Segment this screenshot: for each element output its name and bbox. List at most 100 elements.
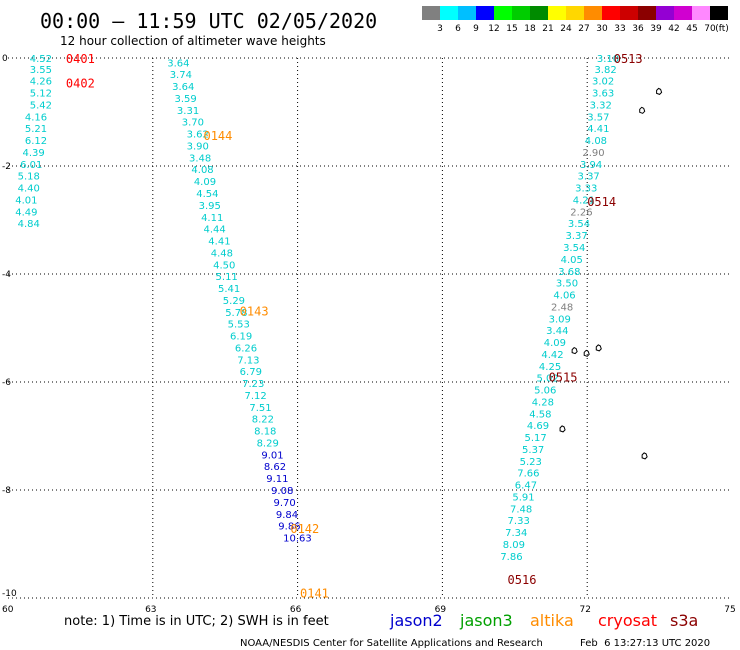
swh-value: 4.01: [15, 195, 37, 206]
swh-value: 3.48: [189, 153, 211, 164]
swh-value: 7.86: [500, 552, 522, 563]
legend-tick-label: 15: [506, 24, 517, 34]
legend-unit: (ft): [715, 24, 729, 34]
legend-swatch: [530, 6, 548, 20]
legend-swatch: [476, 6, 494, 20]
legend-tick-label: 3: [437, 24, 443, 34]
satellite-legend: jason2 jason3 altika cryosat s3a: [389, 611, 698, 630]
legend-tick-label: 12: [488, 24, 499, 34]
pass-label: 0142: [290, 522, 319, 536]
chart-subtitle: 12 hour collection of altimeter wave hei…: [60, 34, 326, 48]
swh-value: 4.48: [211, 248, 233, 259]
swh-value: 10.63: [283, 534, 312, 545]
y-tick-label: -4: [2, 270, 11, 280]
x-tick-label: 69: [435, 605, 447, 615]
land-features: [559, 87, 663, 460]
track-altika: 7.237.127.518.228.188.29: [242, 379, 279, 449]
swh-value: 4.28: [532, 397, 554, 408]
swh-value: 5.78: [225, 308, 247, 319]
swh-value: 7.51: [249, 403, 271, 414]
swh-value: 3.70: [182, 118, 204, 129]
satellite-name: jason2: [389, 611, 443, 630]
swh-value: 7.23: [242, 379, 264, 390]
x-tick-label: 66: [290, 605, 302, 615]
y-tick-label: -10: [2, 589, 17, 599]
swh-value: 8.18: [254, 427, 276, 438]
swh-value: 9.86: [278, 522, 300, 533]
swh-value: 3.50: [556, 279, 578, 290]
legend-tick-label: 27: [578, 24, 589, 34]
swh-value: 4.11: [201, 213, 223, 224]
swh-value: 3.37: [578, 172, 600, 183]
track-cryosat: 4.84: [18, 219, 40, 230]
swh-value: 2.90: [582, 148, 604, 159]
swh-value: 4.69: [527, 421, 549, 432]
swh-value: 3.68: [558, 267, 580, 278]
legend-tick-label: 33: [614, 24, 625, 34]
y-tick-label: -8: [2, 486, 11, 496]
swh-value: 3.64: [167, 58, 189, 69]
swh-value: 6.79: [240, 367, 262, 378]
swh-value: 3.09: [549, 314, 571, 325]
swh-value: 2.48: [551, 302, 573, 313]
swh-value: 5.37: [522, 445, 544, 456]
swh-value: 6.47: [515, 481, 537, 492]
footer-note: note: 1) Time is in UTC; 2) SWH is in fe…: [64, 614, 329, 629]
swh-value: 4.41: [587, 124, 609, 135]
legend-swatch: [494, 6, 512, 20]
footer-credit: NOAA/NESDIS Center for Satellite Applica…: [240, 638, 543, 649]
swh-value: 8.29: [257, 438, 279, 449]
swh-value: 7.66: [517, 469, 539, 480]
plot-grid: [8, 57, 732, 599]
swh-value: 3.63: [592, 89, 614, 100]
footer-timestamp: Feb 6 13:27:13 UTC 2020: [580, 638, 710, 649]
legend-tick-label: 6: [455, 24, 461, 34]
legend-swatch: [620, 6, 638, 20]
swh-value: 5.11: [216, 272, 238, 283]
legend-swatch: [674, 6, 692, 20]
swh-value: 6.26: [235, 343, 257, 354]
swh-value: 3.55: [30, 65, 52, 76]
pass-label: 0402: [66, 76, 95, 90]
swh-value: 4.16: [25, 112, 47, 123]
plot-axes: 60 63 66 69 72 75 0 -2 -4 -6 -8 -10: [2, 54, 736, 615]
legend-tick-label: 45: [686, 24, 697, 34]
swh-value: 7.48: [510, 504, 532, 515]
legend-swatch: [566, 6, 584, 20]
legend-tick-label: 39: [650, 24, 662, 34]
legend-swatch: [692, 6, 710, 20]
swh-value: 3.02: [592, 77, 614, 88]
swh-value: 4.58: [529, 409, 551, 420]
swh-value: 4.25: [539, 362, 561, 373]
swh-value: 5.42: [30, 100, 52, 111]
satellite-name: cryosat: [598, 611, 657, 630]
swh-value: 4.21: [573, 195, 595, 206]
swh-value: 7.34: [505, 528, 527, 539]
legend-tick-label: 30: [596, 24, 608, 34]
swh-value: 3.59: [175, 94, 197, 105]
legend-swatch: [656, 6, 674, 20]
land-mark: [571, 346, 578, 355]
swh-value: 4.52: [30, 54, 52, 65]
swh-value: 5.12: [30, 89, 52, 100]
land-mark: [583, 349, 590, 357]
pass-label: 0143: [240, 305, 269, 319]
satellite-name: jason3: [459, 611, 513, 630]
y-tick-label: -6: [2, 378, 11, 388]
swh-value: 8.62: [264, 462, 286, 473]
swh-value: 5.17: [524, 433, 546, 444]
swh-value: 5.18: [18, 172, 40, 183]
swh-value: 3.90: [187, 141, 209, 152]
swh-value: 3.95: [199, 201, 221, 212]
swh-value: 4.39: [22, 148, 44, 159]
swh-value: 4.26: [30, 77, 52, 88]
swh-value: 4.50: [213, 260, 235, 271]
land-mark: [656, 87, 663, 95]
legend-swatch: [584, 6, 602, 20]
swh-value: 4.41: [208, 237, 230, 248]
swh-value: 4.54: [196, 189, 218, 200]
pass-label: 0515: [549, 371, 578, 385]
legend-tick-label: 21: [542, 24, 553, 34]
swh-value: 9.01: [261, 450, 283, 461]
legend-tick-label: 36: [632, 24, 644, 34]
